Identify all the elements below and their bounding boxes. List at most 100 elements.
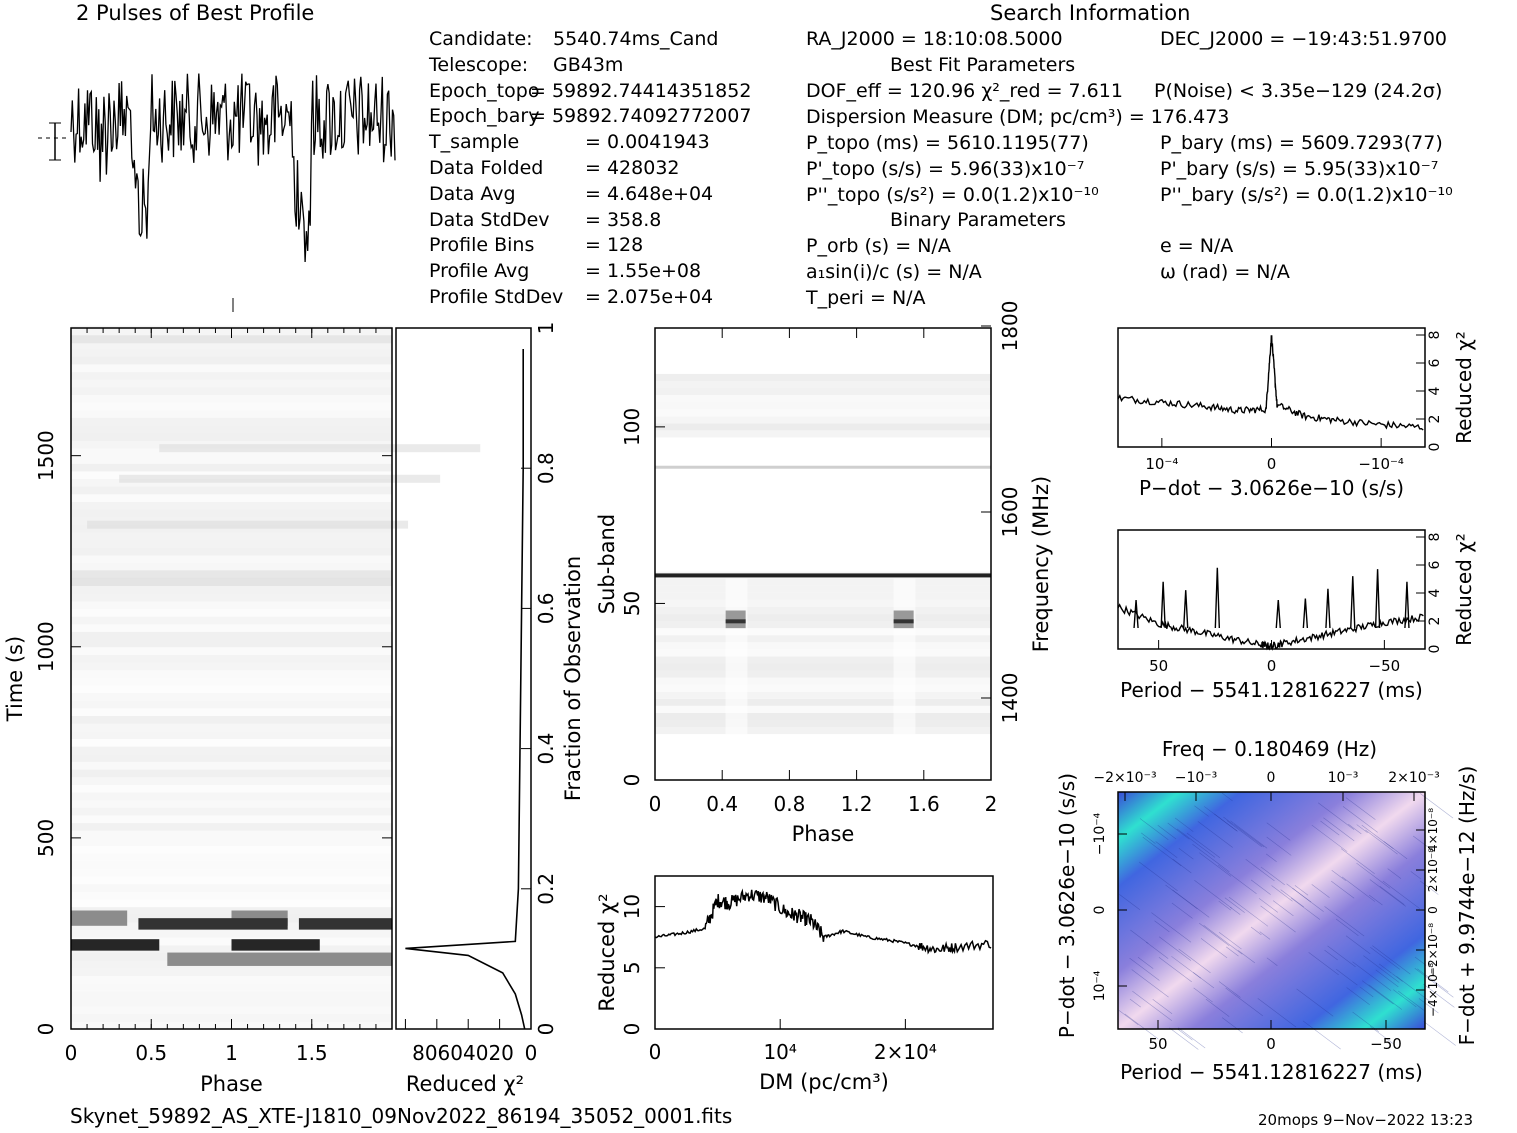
time-phase-ytick-label: 500 (34, 819, 58, 857)
ppdot-contour (1221, 792, 1233, 802)
ppdot-contour (1172, 858, 1192, 874)
time-phase-row (71, 837, 392, 847)
ppdot-contour (1205, 998, 1230, 1017)
time-phase-row (71, 593, 392, 602)
time-phase-row (71, 379, 392, 388)
g-pdot-ylabel: Reduced χ² (1452, 331, 1476, 444)
ppdot-contour (1124, 1013, 1159, 1040)
time-phase-row (71, 677, 392, 686)
candidate-info-label: Candidate: (429, 28, 533, 50)
time-phase-row (71, 876, 392, 885)
subband-row (655, 585, 991, 593)
subband-bright-row (655, 573, 991, 578)
pdot-topo-value: P'_topo (s/s) = 5.96(33)x10⁻⁷ (806, 158, 1085, 180)
time-phase-feature (71, 570, 392, 579)
ppdot-y2tick-label: 4×10⁻⁸ (1426, 808, 1440, 852)
subband-xtick-label: 0 (649, 792, 662, 816)
time-phase-xtick-label: 0.5 (135, 1041, 167, 1065)
time-phase-row (71, 700, 392, 709)
fraction-xtick-label: 0 (525, 1041, 538, 1065)
pdot-bary-value: P'_bary (s/s) = 5.95(33)x10⁻⁷ (1160, 158, 1439, 180)
fraction-xtick-label: 80604020 (412, 1041, 514, 1065)
ppdot-ytick-label: 0 (1092, 906, 1108, 915)
ppdot-contour (1280, 889, 1305, 908)
time-phase-feature (71, 335, 392, 344)
subband-gap (893, 578, 916, 735)
ppdot-contour (1363, 955, 1400, 983)
dm-chi2-panel: 0 10⁴ 2×10⁴ 0 5 10 DM (pc/cm³) Reduced χ² (595, 875, 994, 1094)
time-phase-panel: 0 0.5 1 1.5 0 500 1000 1500 Phase Time (s) (3, 325, 481, 1096)
subband-xtick-label: 1.6 (908, 792, 940, 816)
ppdot-contour (1410, 871, 1422, 880)
g-per-spike (1302, 598, 1309, 629)
subband-row (655, 373, 991, 381)
g-pdot-xlabel: P−dot − 3.0626e−10 (s/s) (1139, 476, 1404, 500)
ppdot-contour (1204, 806, 1238, 832)
pdot-chi2-panel: 10⁻⁴ 0 −10⁻⁴ 0 2 4 6 8 P−dot − 3.0626e−10 (s/s) R… (1117, 327, 1476, 500)
ppdot-contour (1137, 956, 1154, 969)
g-per-xtick-label: 50 (1149, 657, 1168, 675)
candidate-info-label: Profile Avg (429, 260, 530, 283)
ppdot-contour (1200, 938, 1228, 959)
ppdot-contour (1193, 987, 1213, 1003)
ppdot-contour (1129, 998, 1141, 1008)
ppdot-contour (1260, 866, 1285, 886)
fraction-ytick-label: 0.4 (534, 733, 558, 765)
ppdot-contour (1192, 843, 1230, 873)
ppdot-contour (1368, 894, 1383, 906)
subband-xtick-label: 1.2 (841, 792, 873, 816)
ppdot-contour (1176, 828, 1216, 858)
candidate-info-label: Epoch_topo (429, 79, 540, 102)
binary-header: Binary Parameters (890, 209, 1066, 231)
subband-ytick-label: 100 (620, 408, 644, 446)
fits-filename: Skynet_59892_AS_XTE-J1810_09Nov2022_8619… (70, 1104, 733, 1128)
time-phase-row (71, 463, 392, 472)
tperi-value: T_peri = N/A (806, 287, 926, 309)
ppdot-colormap (1118, 792, 1425, 1029)
ppdot-contour (1158, 936, 1192, 961)
ppdot-contour (1365, 829, 1398, 855)
search-title: Search Information (990, 1, 1191, 25)
time-phase-row (71, 1013, 392, 1022)
ppdot-x2tick-label: −10⁻³ (1175, 770, 1218, 786)
candidate-info-label: Data StdDev (429, 208, 550, 231)
g-per-ytick-label: 6 (1427, 560, 1443, 569)
time-phase-row (71, 555, 392, 564)
ppdot-contour (1375, 969, 1399, 988)
dec-value: DEC_J2000 = −19:43:51.9700 (1160, 28, 1448, 50)
ppdot-contour (1266, 957, 1278, 966)
time-phase-row (71, 799, 392, 808)
fraction-frame (395, 327, 532, 1030)
g-per-xtick-label: −50 (1369, 657, 1401, 675)
ppdot-contour (1259, 931, 1271, 940)
ppdot-contour (1226, 820, 1263, 847)
subband-xtick-label: 0.4 (706, 792, 738, 816)
time-phase-row (71, 967, 392, 976)
time-phase-xtick-label: 0 (65, 1041, 78, 1065)
dm-chi2-line (654, 888, 992, 955)
ppdot-contour (1178, 847, 1194, 860)
ppdot-contour (1370, 946, 1401, 970)
ppdot-contour (1214, 813, 1238, 832)
time-phase-row (71, 486, 392, 495)
subband-row (655, 727, 991, 735)
time-phase-row (71, 730, 392, 739)
subband-row (655, 430, 991, 438)
subband-xtick-label: 0.8 (773, 792, 805, 816)
time-phase-row (71, 707, 392, 717)
g-per-ytick-label: 0 (1427, 645, 1443, 654)
time-phase-row (71, 807, 392, 816)
candidate-info-value: = 128 (585, 234, 644, 257)
ppdot-contour (1177, 1028, 1193, 1041)
fraction-ytick-label: 0.2 (534, 873, 558, 905)
ppdot-contour (1194, 805, 1209, 817)
candidate-info-value: = 2.075e+04 (585, 286, 714, 308)
profile-title: 2 Pulses of Best Profile (76, 1, 315, 25)
time-phase-row (71, 998, 392, 1007)
subband-row (655, 719, 991, 728)
ppdot-contour (1335, 918, 1359, 936)
dm-ytick-label: 10 (620, 894, 644, 919)
time-phase-row (71, 600, 392, 610)
ppdot-contour (1323, 817, 1355, 842)
ppdot-contour (1356, 824, 1368, 834)
